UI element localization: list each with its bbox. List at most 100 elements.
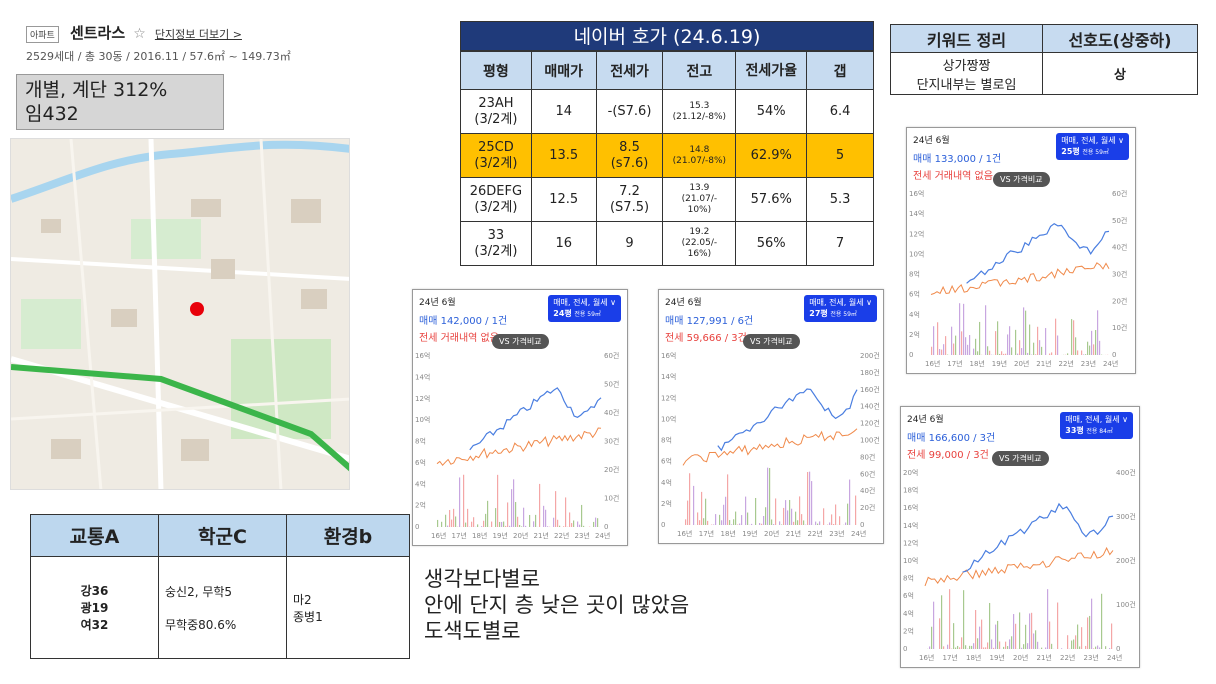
trade-filter-button[interactable]: 매매, 전세, 월세 ∨ 27평 전용 59㎡ [804, 295, 877, 322]
area-value: 전용 59㎡ [574, 311, 601, 318]
left-tick-label: 4억 [661, 479, 672, 487]
chart-month: 24년 6월 [907, 415, 944, 425]
trade-filter-button[interactable]: 매매, 전세, 월세 ∨ 25평 전용 59㎡ [1056, 133, 1129, 160]
volume-bar [445, 514, 447, 527]
vs-compare-button[interactable]: VS 가격비교 [992, 451, 1049, 466]
volume-bar [697, 512, 699, 525]
price-chart-card-25[interactable]: 24년 6월 매매 133,000 / 1건 전세 거래내역 없음 매매, 전세, 월… [906, 127, 1136, 374]
x-tick-label: 24년 [1103, 359, 1118, 368]
volume-bar [965, 337, 967, 355]
left-tick-label: 0 [903, 645, 907, 653]
volume-bar [997, 620, 999, 649]
price-chart-plot: 16억 14억 12억 10억 8억 6억 4억 2억 0 200건 180건 160건 140건 120… [661, 351, 880, 538]
cell-high: 13.9 (21.07/- 10%) [662, 177, 737, 222]
right-tick-label: 0 [1116, 645, 1120, 653]
trade-filter-button[interactable]: 매매, 전세, 월세 ∨ 24평 전용 59㎡ [548, 295, 621, 322]
volume-bar [593, 521, 595, 527]
left-tick-label: 0 [661, 521, 665, 529]
volume-bar [727, 474, 729, 525]
volume-bar [467, 508, 469, 527]
volume-bar [1003, 646, 1005, 649]
volume-bar [963, 303, 965, 355]
more-info-link[interactable]: 단지정보 더보기 > [154, 28, 242, 41]
volume-bar [973, 643, 975, 649]
volume-bar [835, 504, 837, 525]
left-tick-label: 0 [909, 351, 913, 359]
volume-bar [975, 610, 977, 649]
location-map[interactable] [10, 138, 350, 490]
volume-bar [1067, 353, 1069, 355]
rent-price-line [924, 546, 1114, 587]
volume-bar [455, 516, 457, 527]
left-tick-label: 10억 [903, 557, 918, 565]
price-chart-card-33[interactable]: 24년 6월 매매 166,600 / 3건 전세 99,000 / 3건 매매, 전… [900, 406, 1140, 668]
volume-bar [477, 524, 479, 527]
volume-bar [573, 520, 575, 527]
x-tick-label: 18년 [966, 653, 981, 662]
volume-bar [557, 519, 559, 527]
cell-type: 23AH (3/2계) [460, 89, 532, 134]
right-tick-label: 30건 [1112, 270, 1127, 279]
sale-summary: 매매 142,000 / 1건 [419, 316, 508, 327]
volume-bar [941, 595, 943, 649]
volume-bar [699, 520, 701, 525]
trade-filter-button[interactable]: 매매, 전세, 월세 ∨ 33평 전용 84㎡ [1060, 412, 1133, 439]
x-tick-label: 21년 [1036, 359, 1051, 368]
pyeong-value: 25평 [1061, 147, 1080, 156]
volume-bar [1081, 350, 1083, 355]
star-icon[interactable]: ☆ [133, 26, 146, 42]
school-header: 학군C [158, 514, 287, 557]
apt-summary: 2529세대 / 총 30동 / 2016.11 / 57.6㎡ ~ 149.7… [26, 50, 291, 63]
volume-bar [1077, 624, 1079, 649]
volume-bar [471, 521, 473, 527]
volume-bar [1017, 353, 1019, 355]
right-tick-label: 10건 [604, 494, 619, 503]
x-tick-label: 16년 [677, 529, 692, 538]
price-chart-card-27[interactable]: 24년 6월 매매 127,991 / 6건 전세 59,666 / 3건 매매, 전… [658, 289, 884, 544]
cell-type: 33 (3/2계) [460, 221, 532, 266]
volume-bar [833, 523, 835, 525]
right-tick-label: 50건 [604, 380, 619, 389]
left-tick-label: 8억 [415, 438, 426, 446]
volume-bar [949, 589, 951, 649]
volume-bar [581, 504, 583, 527]
keyword-cell: 상가짱짱 단지내부는 별로임 [890, 52, 1043, 95]
volume-bar [739, 523, 741, 525]
volume-bar [943, 344, 945, 355]
volume-bar [1037, 326, 1039, 355]
vs-compare-button[interactable]: VS 가격비교 [993, 172, 1050, 187]
keyword-header: 키워드 정리 [890, 24, 1043, 53]
price-chart-plot: 20억 18억 16억 14억 12억 10억 8억 6억 4억 2억 0 400건 300건 200건 1… [903, 468, 1136, 662]
volume-bar [553, 517, 555, 527]
vs-compare-button[interactable]: VS 가격비교 [743, 334, 800, 349]
left-tick-label: 16억 [415, 352, 430, 360]
chart-month: 24년 6월 [419, 298, 456, 308]
naver-price-panel: 네이버 호가 (24.6.19) 평형 매매가 전세가 전고 전세가율 갭 23… [460, 21, 874, 266]
volume-bar [1041, 647, 1043, 649]
volume-bar [1111, 623, 1113, 649]
volume-bar [547, 526, 549, 527]
naver-price-table: 평형 매매가 전세가 전고 전세가율 갭 23AH (3/2계) 14 -(S7… [460, 51, 874, 266]
volume-bar [525, 525, 527, 527]
rent-summary: 전세 거래내역 없음 [419, 333, 499, 344]
volume-bar [755, 497, 757, 525]
volume-bar [951, 326, 953, 355]
volume-bar [579, 524, 581, 527]
sale-price-line [717, 388, 858, 452]
volume-bar [503, 521, 505, 527]
volume-bar [983, 647, 985, 649]
chart-summary: 24년 6월 매매 133,000 / 1건 전세 거래내역 없음 [913, 133, 1001, 182]
volume-bar [793, 521, 795, 525]
x-tick-label: 19년 [992, 359, 1007, 368]
x-tick-label: 24년 [851, 529, 866, 538]
vs-compare-button[interactable]: VS 가격비교 [492, 334, 549, 349]
traffic-header: 교통A [30, 514, 159, 557]
left-tick-label: 4억 [909, 311, 920, 319]
volume-bar [975, 338, 977, 355]
volume-bar [993, 647, 995, 649]
traffic-line: 여32 [80, 618, 109, 632]
volume-bar [1109, 648, 1111, 649]
volume-bar [499, 521, 501, 527]
apt-name[interactable]: 센트라스 [69, 24, 126, 42]
